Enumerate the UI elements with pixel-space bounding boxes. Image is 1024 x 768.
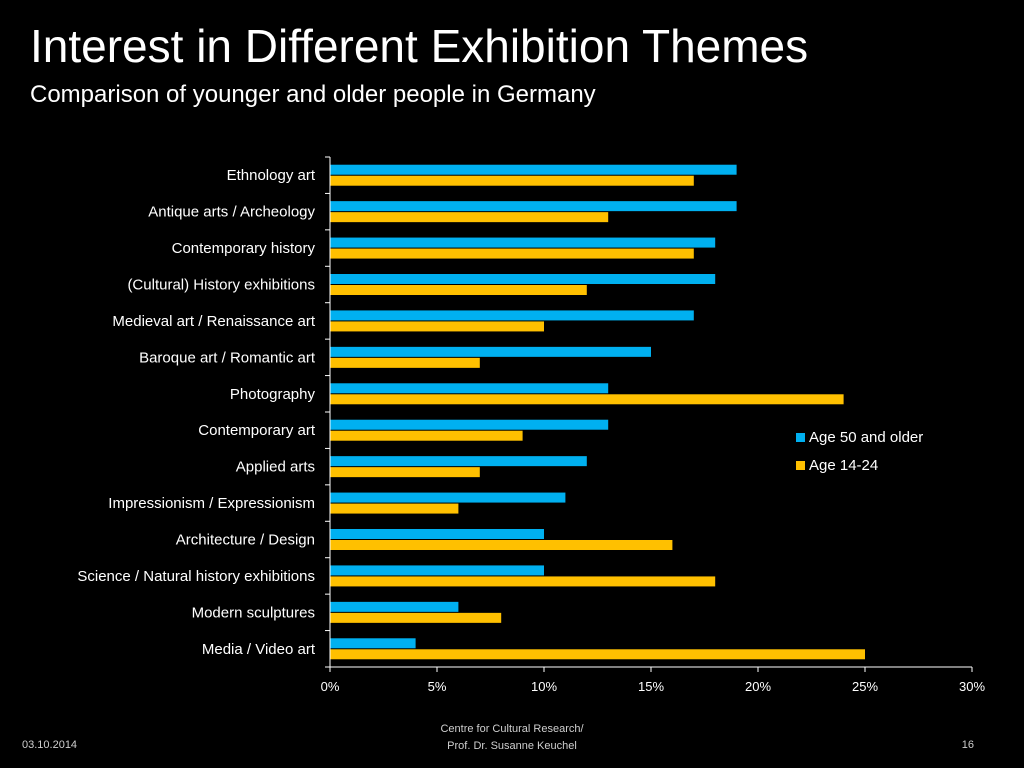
x-tick-label: 30% [959, 679, 985, 694]
bar-age-14-24 [330, 430, 523, 441]
category-label: (Cultural) History exhibitions [127, 277, 315, 294]
bar-age-50-and-older [330, 529, 544, 539]
slide-title: Interest in Different Exhibition Themes [30, 20, 809, 72]
category-label: Medieval art / Renaissance art [112, 313, 315, 330]
bar-age-50-and-older [330, 201, 737, 212]
x-tick-label: 15% [638, 679, 664, 694]
category-label: Baroque art / Romantic art [139, 349, 316, 366]
bar-age-50-and-older [330, 310, 694, 321]
category-label: Impressionism / Expressionism [108, 495, 315, 512]
bar-age-50-and-older [330, 601, 459, 612]
category-label: Ethnology art [227, 167, 316, 184]
bar-age-14-24 [330, 540, 673, 550]
bar-age-14-24 [330, 321, 544, 332]
bar-age-50-and-older [330, 492, 566, 503]
bar-age-14-24 [330, 285, 587, 295]
bar-age-50-and-older [330, 565, 544, 576]
legend-label: Age 50 and older [809, 429, 923, 446]
legend-label: Age 14-24 [809, 457, 878, 474]
bar-age-50-and-older [330, 346, 651, 357]
bar-age-50-and-older [330, 237, 716, 248]
bar-age-14-24 [330, 175, 694, 186]
bar-age-50-and-older [330, 456, 587, 467]
category-label: Photography [230, 386, 316, 403]
page-number: 16 [961, 739, 974, 751]
bar-age-50-and-older [330, 383, 609, 394]
bar-age-14-24 [330, 248, 694, 259]
category-label: Media / Video art [202, 641, 316, 658]
category-label: Science / Natural history exhibitions [77, 568, 315, 585]
bar-age-14-24 [330, 394, 844, 405]
bar-age-14-24 [330, 357, 480, 368]
bar-age-14-24 [330, 467, 480, 478]
legend-swatch [796, 433, 805, 442]
x-tick-label: 25% [852, 679, 878, 694]
bar-age-50-and-older [330, 164, 737, 175]
x-tick-label: 20% [745, 679, 771, 694]
legend-swatch [796, 461, 805, 470]
category-label: Antique arts / Archeology [148, 204, 315, 221]
bar-age-50-and-older [330, 638, 416, 649]
footer-credit: Centre for Cultural Research/ Prof. Dr. … [412, 721, 612, 755]
slide-subtitle: Comparison of younger and older people i… [30, 81, 596, 108]
footer-date: 03.10.2014 [22, 739, 78, 751]
category-label: Contemporary art [198, 422, 316, 439]
category-label: Architecture / Design [176, 532, 315, 549]
bar-age-14-24 [330, 649, 865, 660]
bar-age-14-24 [330, 576, 716, 587]
x-tick-label: 5% [428, 679, 447, 694]
category-label: Modern sculptures [192, 604, 315, 621]
category-label: Contemporary history [172, 240, 316, 257]
footer-credit-line2: Prof. Dr. Susanne Keuchel [447, 740, 577, 752]
bar-age-50-and-older [330, 274, 716, 284]
bar-age-14-24 [330, 503, 459, 514]
bar-age-14-24 [330, 612, 502, 623]
x-tick-label: 10% [531, 679, 557, 694]
bar-age-14-24 [330, 212, 609, 223]
bar-age-50-and-older [330, 419, 609, 430]
footer-credit-line1: Centre for Cultural Research/ [440, 723, 584, 735]
x-tick-label: 0% [321, 679, 340, 694]
category-label: Applied arts [236, 459, 315, 476]
